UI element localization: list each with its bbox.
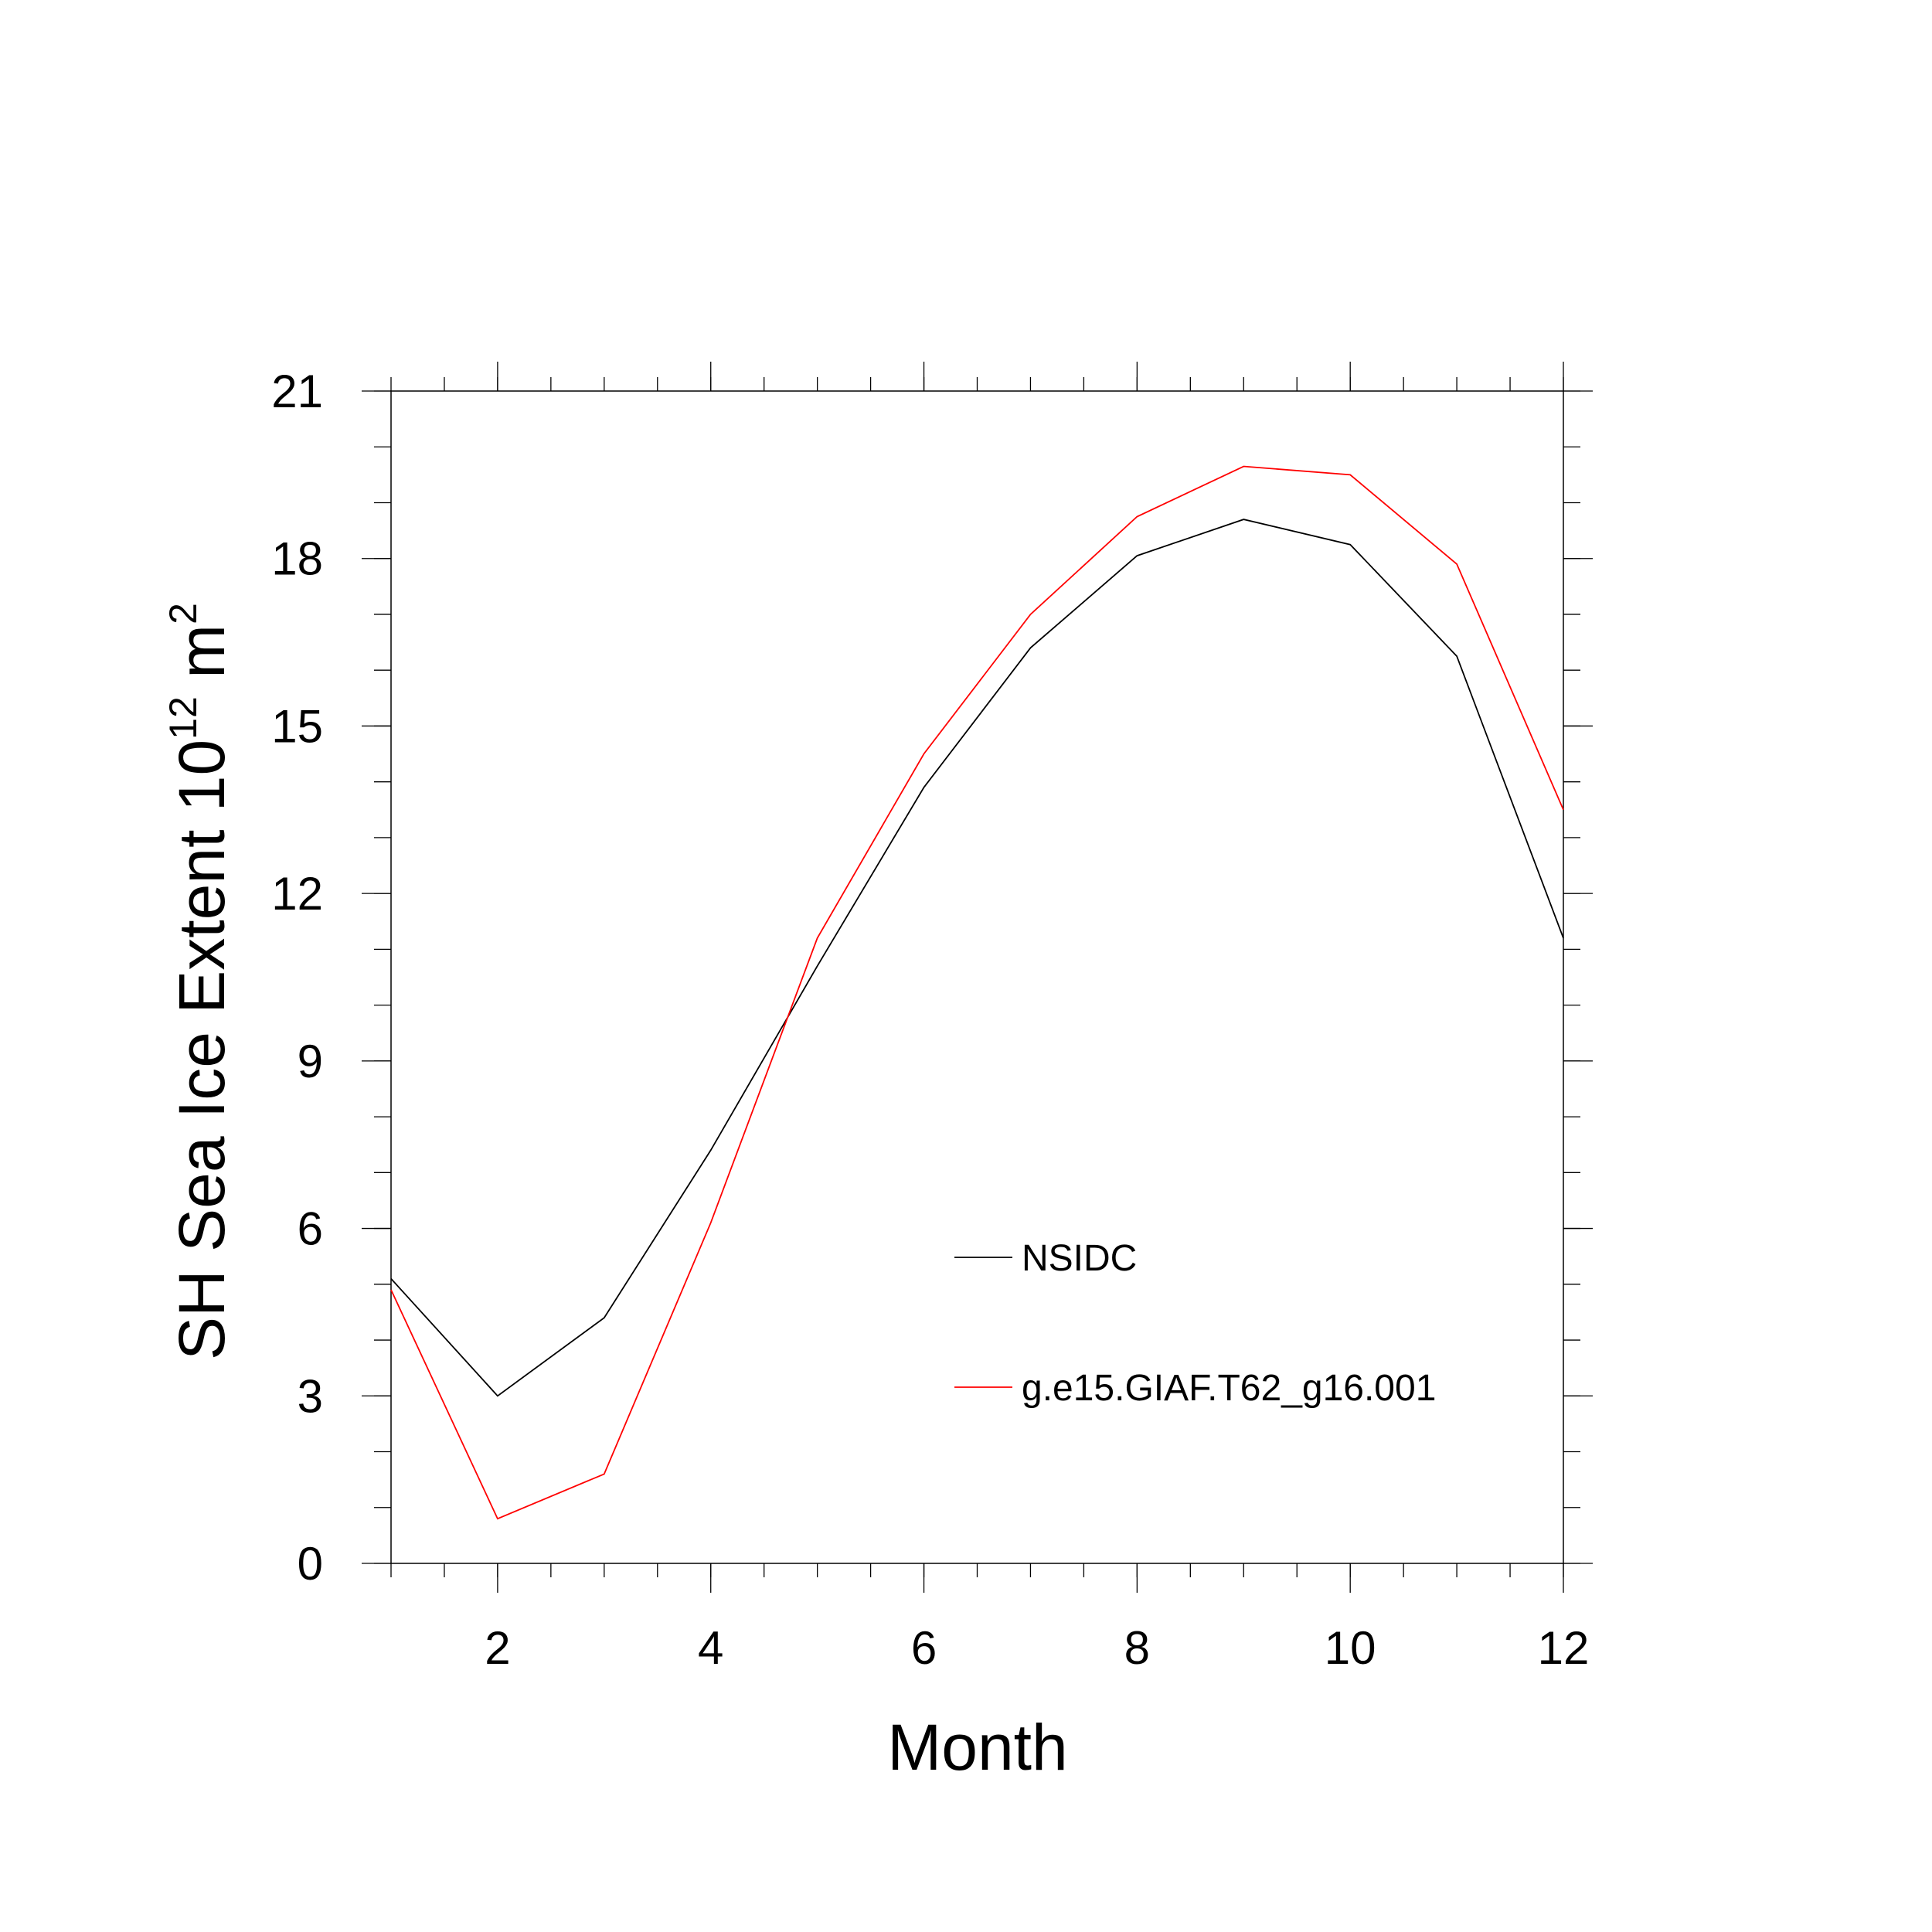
x-tick-label: 8 [1124, 1622, 1150, 1674]
legend: NSIDC g.e15.GIAF.T62_g16.001 [954, 1238, 1436, 1409]
y-axis-title-exponent: 12 [162, 696, 205, 740]
y-axis-title-text: SH Sea Ice Extent 10 [165, 740, 238, 1360]
x-axis-title: Month [887, 1711, 1067, 1784]
series-line-nsidc [390, 519, 1564, 1397]
y-tick-label: 3 [298, 1370, 323, 1422]
y-tick-label: 18 [271, 533, 323, 585]
x-tick-labels: 2 4 6 8 10 12 [485, 1622, 1589, 1674]
y-tick-labels: 0 3 6 9 12 15 18 21 [271, 366, 323, 1590]
x-tick-label: 2 [485, 1622, 510, 1674]
plot-frame [390, 390, 1564, 1564]
y-tick-label: 15 [271, 700, 323, 752]
x-tick-label: 4 [698, 1622, 723, 1674]
y-tick-label: 21 [271, 366, 323, 417]
legend-label: g.e15.GIAF.T62_g16.001 [1022, 1368, 1436, 1409]
y-tick-label: 12 [271, 868, 323, 920]
y-tick-label: 6 [298, 1203, 323, 1255]
y-axis-title-unit: m [165, 624, 238, 696]
y-axis-title-unit-exponent: 2 [162, 603, 205, 624]
series-line-model [390, 465, 1564, 1520]
series-lines [390, 465, 1564, 1520]
x-tick-label: 12 [1538, 1622, 1590, 1674]
y-axis-title: SH Sea Ice Extent 1012 m2 [162, 603, 238, 1360]
x-tick-label: 6 [911, 1622, 937, 1674]
x-tick-label: 10 [1325, 1622, 1376, 1674]
y-tick-label: 0 [298, 1538, 323, 1590]
y-tick-label: 9 [298, 1036, 323, 1087]
legend-label: NSIDC [1022, 1238, 1137, 1279]
major-ticks [362, 362, 1593, 1593]
